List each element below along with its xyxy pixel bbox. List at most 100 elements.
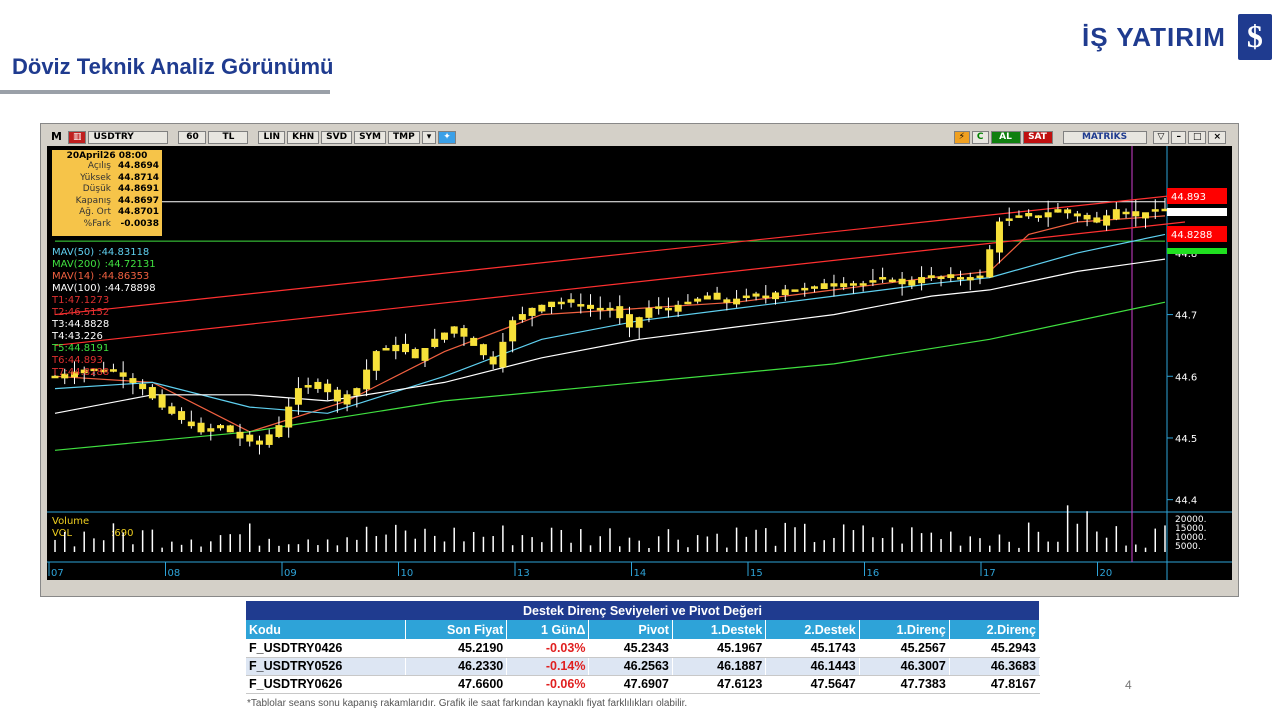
tmp-button[interactable]: TMP — [388, 131, 420, 144]
candle-body — [772, 292, 780, 300]
column-header: 2.Direnç — [949, 620, 1041, 639]
candle-body — [733, 298, 741, 305]
info-value: 44.8694 — [118, 161, 159, 171]
info-value: 44.8691 — [118, 184, 159, 194]
candle-body — [1151, 209, 1159, 212]
currency-field[interactable]: TL — [208, 131, 249, 144]
candle-body — [957, 277, 965, 280]
candle-body — [255, 440, 263, 445]
indicator-item: T6:44.893 — [52, 355, 156, 367]
x-tick-label: 13 — [517, 568, 530, 579]
candle-body — [197, 422, 205, 433]
brand-mark-icon: $ — [1237, 14, 1272, 60]
indicator-label: MAV(200) — [52, 259, 101, 270]
maximize-icon[interactable]: □ — [1187, 131, 1207, 144]
svd-button[interactable]: SVD — [321, 131, 353, 144]
table-cell: 46.1443 — [765, 657, 860, 676]
sell-button[interactable]: SAT — [1022, 131, 1053, 144]
twitter-icon[interactable]: ✦ — [438, 131, 456, 144]
candle-body — [703, 295, 711, 300]
candle-body — [1015, 215, 1023, 218]
chart-type-icon[interactable]: ▥ — [67, 131, 87, 144]
price-chart: 44.944.844.744.644.544.40708091013141516… — [47, 146, 1232, 580]
candle-body — [742, 295, 750, 299]
table-row: F_USDTRY0426 45.2190 -0.03% 45.2343 45.1… — [246, 639, 1041, 658]
candle-body — [343, 394, 351, 405]
candle-body — [100, 369, 108, 373]
table-cell: 47.7383 — [859, 675, 950, 694]
flash-icon[interactable]: ⚡ — [953, 131, 970, 144]
y-tick-label: 44.4 — [1175, 496, 1197, 507]
column-header: Son Fiyat — [405, 620, 508, 639]
table-cell: 47.6123 — [672, 675, 767, 694]
candle-body — [1103, 215, 1111, 226]
candle-body — [635, 317, 643, 328]
lin-button[interactable]: LIN — [258, 131, 286, 144]
candle-body — [460, 328, 468, 337]
candle-body — [246, 434, 254, 442]
candle-body — [781, 289, 789, 296]
candle-body — [830, 283, 838, 287]
candle-body — [888, 279, 896, 283]
minimize-icon[interactable]: – — [1171, 131, 1186, 144]
column-header: 1 GünΔ — [506, 620, 590, 639]
period-field[interactable]: 60 — [178, 131, 207, 144]
indicator-value: :44.72131 — [104, 259, 156, 270]
indicator-value: :44.86353 — [98, 271, 150, 282]
candle-body — [402, 343, 410, 353]
indicator-item: T4:43.226 — [52, 331, 156, 343]
menu-icon[interactable]: ▽ — [1152, 131, 1170, 144]
table-cell: 45.1967 — [672, 639, 767, 658]
candle-body — [616, 306, 624, 319]
candle-body — [129, 378, 137, 383]
title-underline — [0, 90, 330, 94]
info-value: 44.8714 — [118, 172, 159, 183]
candle-body — [109, 369, 117, 372]
table-cell: 46.1887 — [672, 657, 767, 676]
indicator-label: T3:44.8828 — [52, 319, 110, 330]
candle-body — [236, 431, 244, 439]
y-tick-label: 44.6 — [1175, 372, 1197, 383]
candle-body — [1112, 209, 1120, 220]
pivot-table: Destek Direnç Seviyeleri ve Pivot Değeri… — [246, 601, 1041, 694]
column-header: 1.Destek — [672, 620, 767, 639]
info-key: Kapanış — [75, 195, 111, 206]
candle-body — [596, 307, 604, 311]
candle-body — [372, 351, 380, 371]
candle-body — [918, 277, 926, 284]
candle-body — [353, 388, 361, 396]
sym-button[interactable]: SYM — [354, 131, 387, 144]
candle-body — [217, 425, 225, 429]
dropdown-icon[interactable]: ▾ — [421, 131, 437, 144]
candle-body — [908, 280, 916, 286]
indicator-item: MAV(200):44.72131 — [52, 259, 156, 271]
refresh-icon[interactable]: C — [971, 131, 989, 144]
info-row: Kapanış 44.8697 — [55, 196, 159, 208]
candle-body — [470, 337, 478, 346]
candle-body — [820, 283, 828, 290]
x-tick-label: 09 — [284, 568, 297, 579]
x-tick-label: 10 — [401, 568, 414, 579]
table-cell: 45.1743 — [765, 639, 860, 658]
chart-plot-area[interactable]: 44.944.844.744.644.544.40708091013141516… — [47, 146, 1232, 580]
buy-button[interactable]: AL — [990, 131, 1021, 144]
matriks-logo-button[interactable]: M — [47, 131, 66, 144]
candle-body — [421, 348, 429, 361]
candle-body — [1083, 214, 1091, 220]
candle-body — [1034, 215, 1042, 218]
candle-body — [207, 428, 215, 432]
page-number: 4 — [1125, 678, 1132, 692]
close-icon[interactable]: × — [1208, 131, 1226, 144]
column-header: 1.Direnç — [859, 620, 950, 639]
candle-body — [723, 299, 731, 303]
table-cell: 46.2563 — [588, 657, 673, 676]
symbol-field[interactable]: USDTRY — [88, 131, 169, 144]
channel-top-line — [54, 193, 1186, 316]
candle-body — [674, 304, 682, 312]
candle-body — [139, 383, 147, 390]
candle-body — [1044, 212, 1052, 218]
khn-button[interactable]: KHN — [287, 131, 320, 144]
column-header: Pivot — [588, 620, 673, 639]
candle-body — [187, 421, 195, 427]
candle-body — [1093, 217, 1101, 223]
